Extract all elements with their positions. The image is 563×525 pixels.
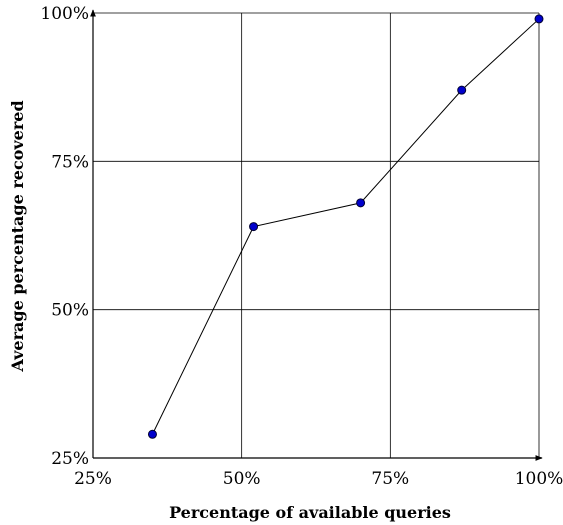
y-tick-label: 100% bbox=[40, 4, 89, 24]
data-point bbox=[249, 222, 259, 232]
data-point bbox=[534, 14, 544, 24]
x-tick-label: 100% bbox=[515, 469, 563, 489]
y-tick-labels: 25% 50% 75% 100% bbox=[40, 4, 89, 469]
y-tick-label: 50% bbox=[51, 301, 89, 321]
grid-lines bbox=[92, 12, 540, 459]
y-axis-title: Average percentage recovered bbox=[8, 100, 27, 372]
data-point bbox=[356, 198, 366, 208]
x-tick-labels: 25% 50% 75% 100% bbox=[74, 469, 563, 489]
x-tick-label: 25% bbox=[74, 469, 112, 489]
x-axis-title: Percentage of available queries bbox=[169, 503, 451, 522]
data-point bbox=[457, 85, 467, 95]
series-line bbox=[152, 18, 540, 435]
y-tick-label: 25% bbox=[51, 449, 89, 469]
data-point bbox=[147, 429, 157, 439]
x-tick-label: 75% bbox=[371, 469, 409, 489]
x-tick-label: 50% bbox=[223, 469, 261, 489]
series-points bbox=[147, 14, 544, 439]
y-tick-label: 75% bbox=[51, 152, 89, 172]
